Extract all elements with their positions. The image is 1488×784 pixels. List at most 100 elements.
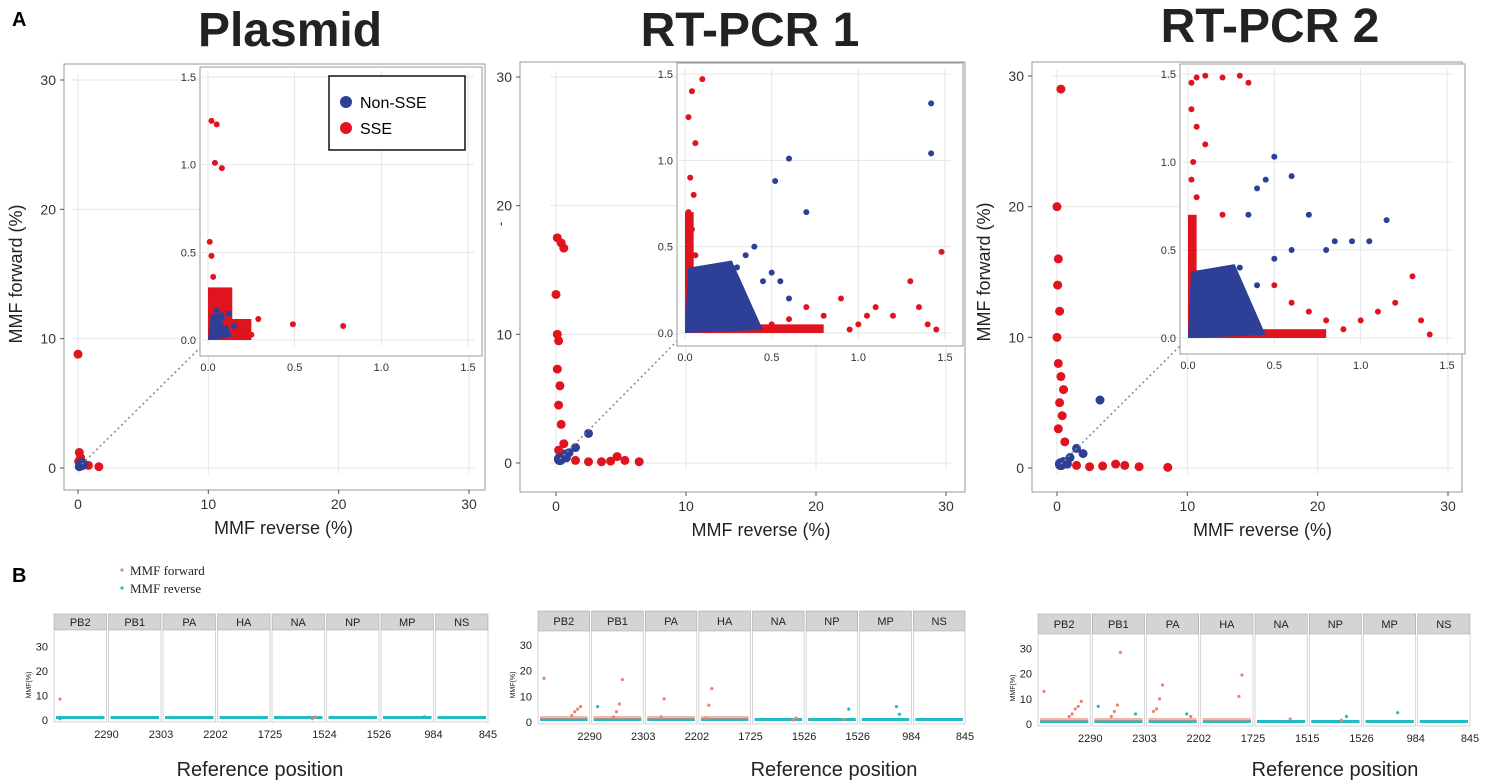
facet-legend: MMF forward MMF reverse: [120, 563, 205, 596]
mmf-reverse-point: [894, 704, 899, 709]
facet-x-tick-label: 984: [424, 729, 442, 741]
inset-x-tick-label: 1.0: [851, 352, 866, 364]
data-point-sse: [1085, 462, 1095, 472]
mmf-forward-point: [1237, 694, 1241, 698]
mmf-forward-point: [1288, 717, 1292, 721]
mmf-reverse-baseline: [1040, 720, 1089, 723]
inset-x-tick-label: 1.5: [460, 362, 475, 374]
facet-pb2: PB2 2290: [1037, 613, 1102, 745]
facet-y-axis-label: MMF(%): [1010, 675, 1017, 702]
inset-point-sse: [838, 295, 844, 302]
facet-plot-area: [108, 629, 162, 723]
inset-x-tick-label: 0.5: [764, 352, 779, 364]
x-tick-label: 10: [1180, 498, 1196, 514]
data-point-sse: [554, 445, 564, 455]
facet-x-tick-label: 1524: [312, 729, 336, 741]
inset-point-sse: [255, 315, 262, 322]
facet-x-tick-label: 2290: [577, 731, 601, 743]
mmf-forward-point: [1160, 683, 1165, 687]
facet-strip-label: PA: [664, 616, 679, 628]
mmf-forward-baseline: [593, 716, 642, 719]
facet-x-tick-label: 845: [956, 731, 974, 743]
inset-point-non-sse: [1305, 211, 1312, 218]
data-point-sse: [584, 457, 593, 467]
inset-x-tick-label: 0.0: [1180, 360, 1195, 372]
mmf-forward-point: [794, 716, 798, 720]
facet-strip-label: NP: [1328, 619, 1343, 631]
inset-x-tick-label: 1.5: [937, 352, 952, 364]
mmf-forward-point: [614, 710, 619, 714]
mmf-forward-point: [707, 703, 711, 707]
data-point-non-sse: [584, 428, 593, 438]
mmf-reverse-point: [897, 712, 902, 716]
inset-point-sse: [768, 321, 775, 328]
facet-x-tick-label: 1526: [1349, 733, 1373, 745]
scatter-panel-3: RT-PCR 2 0 10 20 30 0 10 20 30 MMF reverse (%) MMF…: [974, 0, 1466, 540]
mmf-forward-baseline: [540, 716, 588, 719]
x-tick-label: 30: [938, 498, 954, 514]
inset-point-sse: [688, 88, 695, 95]
x-tick-label: 30: [461, 496, 477, 512]
y-tick-label: 10: [40, 331, 56, 347]
facet-panel-3: 0102030MMF(%)PB22290PB12303PA2202HA1725N…: [1010, 613, 1479, 781]
facet-plot-area: [1200, 633, 1254, 727]
mmf-forward-point: [573, 710, 577, 714]
facet-plot-area: [217, 629, 271, 723]
mmf-forward-baseline: [1040, 718, 1089, 721]
facet-pb2: PB2 2290: [53, 613, 119, 741]
legend-marker-mmf-forward: [120, 568, 124, 572]
facet-strip-label: NP: [824, 616, 839, 628]
mmf-forward-point: [570, 713, 574, 718]
mmf-reverse-baseline: [1311, 720, 1360, 723]
data-point-sse: [556, 419, 566, 429]
facet-y-tick-label: 0: [42, 715, 48, 727]
data-point-sse: [554, 336, 564, 346]
legend-label-non-sse: Non-SSE: [360, 95, 427, 112]
inset-point-non-sse: [708, 292, 714, 299]
facet-plot-area: [1146, 633, 1200, 727]
facet-y-tick-label: 10: [520, 691, 532, 703]
mmf-reverse-baseline: [861, 718, 910, 721]
facet-x-tick-label: 1526: [846, 731, 870, 743]
inset-point-sse: [248, 331, 255, 338]
mmf-forward-point: [1076, 704, 1080, 709]
facet-ha: HA 1725: [217, 613, 282, 741]
facet-pb1: PB1 2303: [591, 610, 655, 743]
mmf-reverse-baseline: [647, 718, 695, 721]
data-point-sse: [1052, 332, 1062, 342]
legend-marker-non-sse: [340, 96, 352, 108]
facet-pb1: PB1 2303: [1091, 613, 1157, 745]
mmf-forward-point: [1151, 709, 1156, 714]
legend-marker-sse: [340, 122, 352, 134]
mmf-reverse-baseline: [1094, 720, 1143, 723]
mmf-forward-point: [611, 715, 616, 719]
data-point-sse: [597, 457, 606, 467]
inset-point-non-sse: [1288, 173, 1295, 180]
mmf-forward-point: [1073, 707, 1077, 711]
mmf-forward-point: [1189, 714, 1193, 719]
legend-label-mmf-forward: MMF forward: [130, 563, 205, 578]
facet-y-axis-label: MMF(%): [510, 672, 517, 699]
y-tick-label: 20: [40, 201, 56, 217]
data-point-non-sse: [553, 453, 566, 466]
mmf-forward-point: [1067, 714, 1071, 719]
data-point-sse: [1057, 411, 1067, 421]
inset-point-sse: [938, 248, 945, 255]
panel-label-a: A: [12, 9, 27, 31]
y-tick-label: 20: [1008, 199, 1024, 215]
inset-point-sse: [692, 140, 699, 147]
facet-strip-label: PB2: [70, 617, 91, 629]
facet-pa: PA 2202: [1146, 613, 1211, 745]
inset-point-sse: [1426, 331, 1433, 338]
mmf-reverse-point: [847, 707, 851, 711]
facet-x-tick-label: 1526: [792, 731, 816, 743]
inset-plot: 0.0 0.5 1.0 1.5 0.0 0.5 1.0 1.5: [658, 62, 964, 364]
inset-point-sse: [924, 321, 931, 328]
facet-panel-1: 0102030MMF(%)PB22290PB12303PA2202HA1725N…: [26, 563, 497, 781]
data-point-sse: [620, 455, 630, 465]
mmf-reverse-baseline: [383, 716, 432, 719]
inset-point-non-sse: [716, 274, 723, 281]
facet-x-tick-label: 1515: [1295, 733, 1319, 745]
facet-y-tick-label: 20: [520, 666, 532, 678]
inset-point-non-sse: [928, 150, 935, 157]
